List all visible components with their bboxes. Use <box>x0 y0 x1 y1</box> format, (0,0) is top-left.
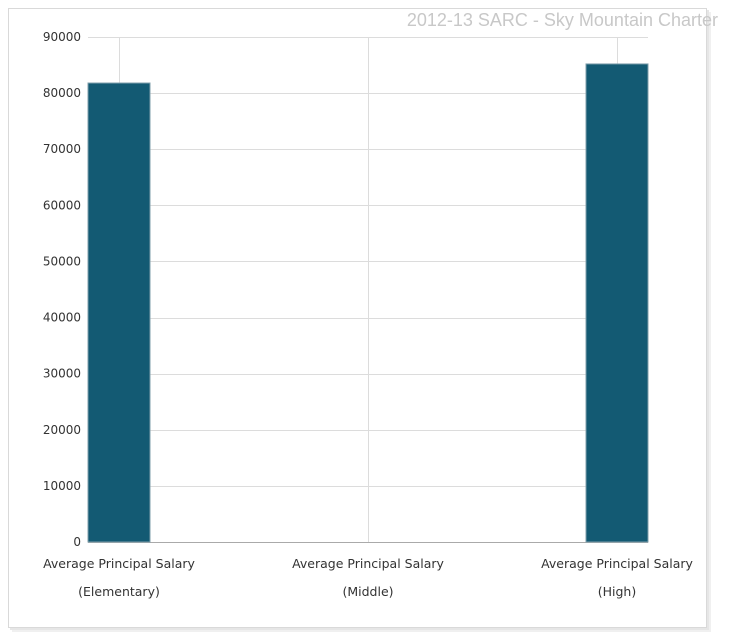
grid-lines <box>88 37 648 543</box>
y-tick-label: 20000 <box>43 423 81 437</box>
bar[interactable] <box>585 63 649 543</box>
x-category-label: (Elementary) <box>78 584 160 599</box>
y-tick-label: 80000 <box>43 86 81 100</box>
y-tick-label: 10000 <box>43 479 81 493</box>
x-category-label: Average Principal Salary <box>292 556 444 571</box>
y-tick-label: 0 <box>73 535 81 549</box>
y-tick-label: 70000 <box>43 142 81 156</box>
y-tick-label: 40000 <box>43 311 81 325</box>
bars <box>87 63 649 543</box>
x-axis-labels: Average Principal Salary (Elementary) Aver… <box>43 556 693 599</box>
x-category-label: Average Principal Salary <box>541 556 693 571</box>
y-tick-label: 30000 <box>43 367 81 381</box>
x-category-label: (High) <box>598 584 636 599</box>
x-category-label: (Middle) <box>342 584 393 599</box>
y-axis-ticks: 0 10000 20000 30000 40000 50000 60000 70000 8000… <box>43 30 81 549</box>
y-tick-label: 60000 <box>43 198 81 212</box>
x-category-label: Average Principal Salary <box>43 556 195 571</box>
chart-title: 2012-13 SARC - Sky Mountain Charter <box>407 10 718 30</box>
y-tick-label: 90000 <box>43 30 81 44</box>
y-tick-label: 50000 <box>43 254 81 268</box>
bar[interactable] <box>87 82 151 543</box>
